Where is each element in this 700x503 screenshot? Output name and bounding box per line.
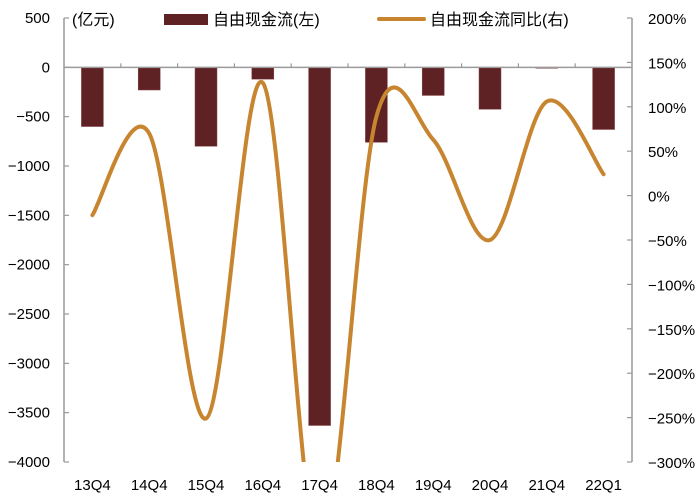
bar-14Q4 — [137, 67, 161, 91]
right-tick-label: 0% — [648, 189, 670, 206]
left-tick-label: −2500 — [8, 306, 50, 323]
left-tick-label: −3000 — [8, 355, 50, 372]
legend: (亿元) 自由现金流(左) 自由现金流同比(右) — [72, 11, 569, 29]
bar-22Q1 — [592, 67, 615, 130]
x-tick-label: 13Q4 — [74, 477, 111, 494]
left-y-axis: 500 0 −500 −1000 −1500 −2000 −2500 −3000 −3500 −4… — [8, 10, 69, 471]
x-tick-label: 14Q4 — [131, 477, 168, 494]
x-tick-label: 15Q4 — [188, 477, 225, 494]
bar-16Q4 — [251, 67, 275, 80]
bar-20Q4 — [478, 67, 502, 110]
legend-bar-label: 自由现金流(左) — [213, 11, 320, 29]
line-series — [90, 80, 606, 462]
left-tick-label: −500 — [16, 109, 50, 126]
legend-line-label: 自由现金流同比(右) — [430, 11, 569, 29]
left-tick-label: −3500 — [8, 405, 50, 422]
right-tick-label: −150% — [648, 322, 695, 339]
bar-17Q4 — [308, 67, 331, 426]
left-tick-label: −2000 — [8, 257, 50, 274]
right-tick-label: −100% — [648, 277, 695, 294]
left-tick-label: 0 — [42, 59, 50, 76]
unit-label: (亿元) — [72, 11, 115, 29]
legend-bar-swatch — [164, 14, 208, 25]
x-tick-label: 22Q1 — [585, 477, 622, 494]
bar-19Q4 — [421, 67, 445, 96]
x-tick-label: 21Q4 — [528, 477, 565, 494]
right-tick-label: 200% — [648, 11, 686, 28]
x-tick-label: 16Q4 — [244, 477, 281, 494]
x-axis: 13Q4 14Q4 15Q4 16Q4 17Q4 18Q4 19Q4 20Q4 21Q4 22Q1 — [64, 63, 632, 494]
left-tick-label: −1500 — [8, 207, 50, 224]
bar-13Q4 — [81, 67, 104, 127]
right-y-axis: 200% 150% 100% 50% 0% −50% −100% −150% −200% −250… — [627, 11, 695, 472]
right-tick-label: −250% — [648, 411, 695, 428]
right-tick-label: −50% — [648, 233, 687, 250]
right-tick-label: 100% — [648, 100, 686, 117]
x-tick-label: 18Q4 — [358, 477, 395, 494]
left-tick-label: 500 — [25, 10, 50, 27]
right-tick-label: 50% — [648, 144, 678, 161]
left-tick-label: −1000 — [8, 158, 50, 175]
bar-15Q4 — [194, 67, 218, 147]
right-tick-label: −300% — [648, 455, 695, 472]
x-tick-label: 19Q4 — [415, 477, 452, 494]
left-tick-label: −4000 — [8, 454, 50, 471]
yoy-line — [90, 80, 606, 462]
x-tick-label: 17Q4 — [301, 477, 338, 494]
bar-series — [81, 67, 615, 426]
right-tick-label: 150% — [648, 55, 686, 72]
bar-18Q4 — [365, 67, 388, 143]
right-tick-label: −200% — [648, 366, 695, 383]
x-tick-label: 20Q4 — [472, 477, 509, 494]
